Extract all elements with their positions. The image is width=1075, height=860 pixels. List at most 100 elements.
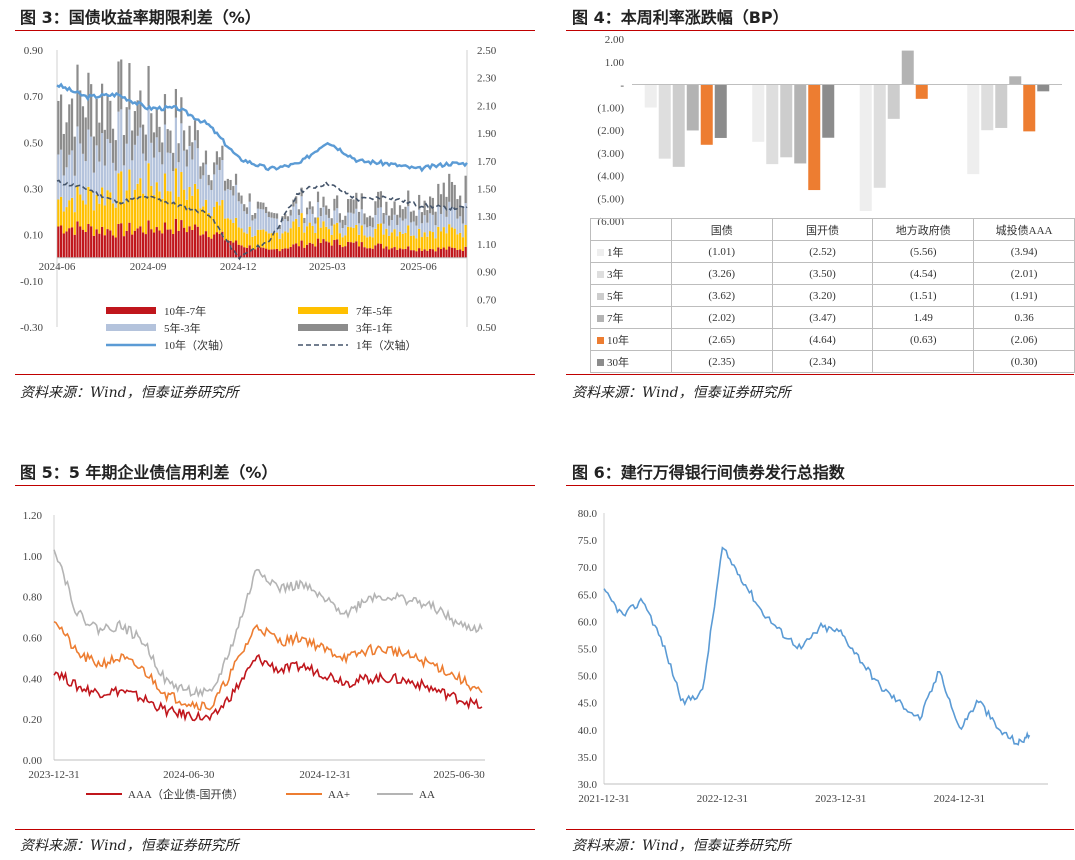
bar-5年-3年 <box>322 207 325 222</box>
bar-3年-1年 <box>218 157 221 170</box>
y-tick-label: 0.40 <box>23 673 43 685</box>
table-row-label: 1年 <box>590 240 672 263</box>
bar-5年-3年 <box>352 213 355 228</box>
bar-10年-7年 <box>155 227 158 258</box>
bar-5年-3年 <box>423 215 426 233</box>
bar-10年-7年 <box>327 242 331 258</box>
bar-5年-3年 <box>450 207 454 228</box>
bar-5年-3年 <box>407 206 410 226</box>
figure-4-source-rule <box>566 374 1074 375</box>
y-tick-label: (1.00) <box>597 102 624 114</box>
bar-7年 <box>794 84 807 164</box>
bar-7年-5年 <box>166 191 169 230</box>
bar-30年 <box>1037 84 1050 92</box>
series-name: 30年 <box>607 356 629 369</box>
bar-10年-7年 <box>409 250 413 258</box>
bar-10年-7年 <box>109 230 112 258</box>
bar-5年-3年 <box>267 217 270 234</box>
y-tick-label: 70.0 <box>578 562 598 574</box>
bar-5年-3年 <box>289 215 292 229</box>
bar-3年-1年 <box>243 204 246 212</box>
y2-tick-label: 0.50 <box>477 322 497 334</box>
table-row: 7年 (2.02) (3.47) 1.49 0.36 <box>590 306 1075 329</box>
bar-7年-5年 <box>453 228 456 249</box>
y2-tick-label: 1.10 <box>477 239 497 251</box>
bar-3年-1年 <box>60 94 63 150</box>
series-line-AA+ <box>53 620 483 711</box>
bar-10年-7年 <box>314 246 317 258</box>
bar-10年-7年 <box>248 245 251 258</box>
bar-3年-1年 <box>202 162 205 176</box>
bar-3年-1年 <box>248 193 251 202</box>
bar-7年-5年 <box>311 225 314 244</box>
bar-7年-5年 <box>426 236 429 251</box>
bar-5年-3年 <box>265 213 268 232</box>
x-tick-label: 2023-12-31 <box>815 793 866 805</box>
bar-5年-3年 <box>347 212 350 227</box>
bar-10年-7年 <box>292 244 295 258</box>
bar-7年-5年 <box>155 182 158 228</box>
bar-7年-5年 <box>152 195 156 233</box>
bar-7年-5年 <box>355 224 358 242</box>
bar-10年-7年 <box>459 249 462 258</box>
bar-3年-1年 <box>158 126 161 153</box>
bar-10年-7年 <box>453 248 456 258</box>
bar-7年-5年 <box>295 218 298 244</box>
bar-5年-3年 <box>101 133 104 188</box>
bar-10年-7年 <box>330 245 333 258</box>
bar-7年-5年 <box>316 217 320 239</box>
bar-5年-3年 <box>308 209 311 223</box>
bar-3年-1年 <box>363 213 366 225</box>
bar-5年-3年 <box>418 209 421 229</box>
legend-label: 7年-5年 <box>356 304 393 318</box>
bar-10年-7年 <box>169 229 172 258</box>
bar-7年-5年 <box>163 173 167 223</box>
bar-5年-3年 <box>379 207 382 224</box>
bar-3年-1年 <box>366 217 369 228</box>
figure-6-title: 图 6：建行万得银行间债券发行总指数 <box>572 463 845 482</box>
bar-7年-5年 <box>347 226 350 242</box>
legend-swatch <box>298 307 348 314</box>
bar-5年-3年 <box>183 150 186 190</box>
bar-10年-7年 <box>95 229 98 258</box>
y-tick-label: 1.00 <box>605 57 625 69</box>
bar-7年-5年 <box>388 235 391 250</box>
bar-7年-5年 <box>191 195 194 230</box>
bar-5年-3年 <box>76 126 79 185</box>
bar-5年-3年 <box>281 221 284 234</box>
bar-3年-1年 <box>125 107 128 144</box>
bar-5年-3年 <box>180 123 183 173</box>
legend-swatch <box>597 271 604 279</box>
bar-10年-7年 <box>131 234 134 258</box>
bar-3年-1年 <box>338 213 341 223</box>
y2-tick-label: 1.70 <box>477 156 497 168</box>
bar-5年-3年 <box>87 129 90 187</box>
bar-5年-3年 <box>368 226 372 237</box>
bar-10年-7年 <box>183 227 186 258</box>
bar-7年-5年 <box>445 233 448 250</box>
bar-5年-3年 <box>300 196 303 214</box>
bar-3年-1年 <box>232 186 235 196</box>
bar-7年-5年 <box>344 235 347 247</box>
bar-10年-7年 <box>336 239 339 258</box>
bar-3年-1年 <box>377 191 380 208</box>
bar-3年-1年 <box>215 151 218 165</box>
bar-5年-3年 <box>292 206 295 222</box>
bar-3年 <box>873 84 886 188</box>
bar-7年-5年 <box>60 196 63 226</box>
bar-3年-1年 <box>374 201 377 216</box>
bar-7年-5年 <box>90 190 93 227</box>
bar-3年-1年 <box>193 120 197 141</box>
bar-10年-7年 <box>308 242 311 258</box>
bar-10年-7年 <box>81 229 85 258</box>
bar-7年-5年 <box>193 183 197 225</box>
bar-3年-1年 <box>103 129 106 166</box>
bar-3年-1年 <box>344 215 347 226</box>
bar-10年-7年 <box>106 229 109 258</box>
bar-3年-1年 <box>57 100 60 155</box>
bar-5年-3年 <box>224 190 227 219</box>
bar-3年-1年 <box>423 200 426 216</box>
bar-5年-3年 <box>114 170 117 208</box>
bar-10年-7年 <box>125 230 128 258</box>
bar-7年-5年 <box>221 200 224 232</box>
